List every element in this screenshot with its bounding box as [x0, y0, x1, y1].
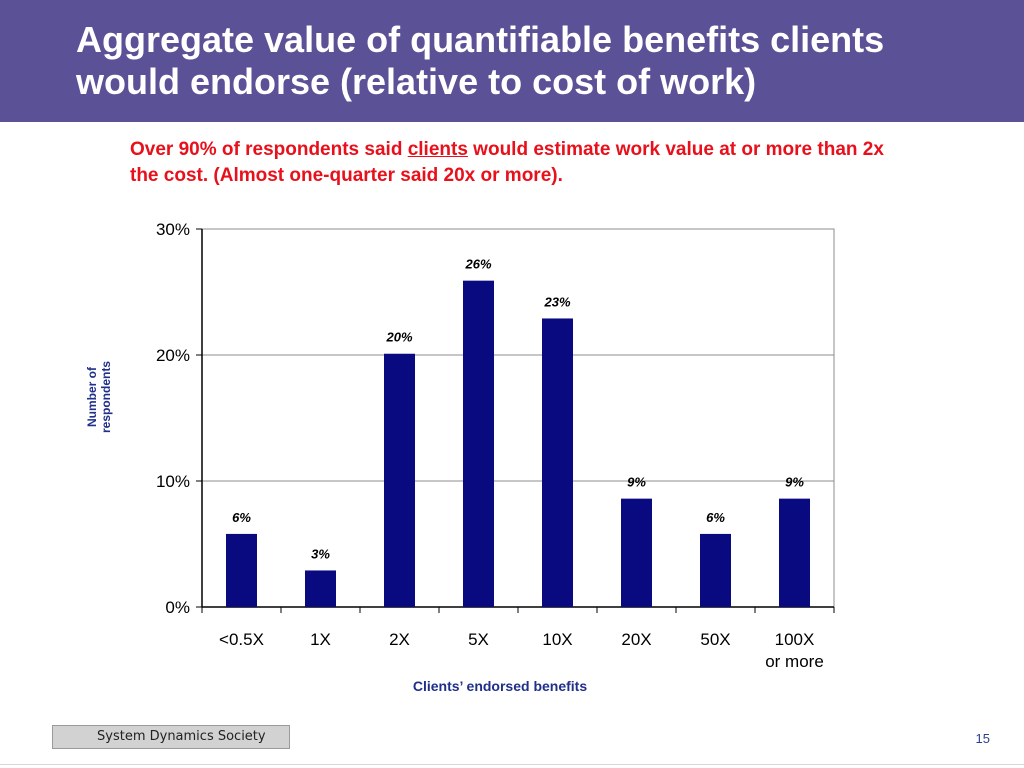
x-tick-label: 5X: [468, 630, 489, 649]
x-tick-label: 1X: [310, 630, 331, 649]
data-label: 23%: [543, 294, 570, 309]
x-tick-label: or more: [765, 652, 824, 671]
data-label: 6%: [706, 510, 725, 525]
bar: [226, 533, 257, 607]
bar: [621, 498, 652, 607]
page-number: 15: [975, 731, 990, 746]
x-tick-label: <0.5X: [219, 630, 264, 649]
x-tick-label: 2X: [389, 630, 410, 649]
y-tick-label: 0%: [165, 598, 190, 617]
data-label: 26%: [464, 257, 491, 272]
x-tick-label: 100X: [775, 630, 815, 649]
bar: [384, 353, 415, 607]
data-label: 6%: [232, 510, 251, 525]
x-tick-label: 50X: [700, 630, 730, 649]
footer-organization: System Dynamics Society: [52, 725, 290, 749]
subtitle-emphasis: clients: [407, 139, 468, 160]
x-tick-label: 20X: [621, 630, 651, 649]
subtitle-text-end: would estimate work value at or more tha…: [130, 139, 884, 186]
x-axis-title: Clients’ endorsed benefits: [413, 678, 587, 694]
y-tick-label: 10%: [156, 472, 190, 491]
y-axis-title: Number of: [85, 366, 99, 427]
bar: [305, 570, 336, 607]
data-label: 9%: [627, 475, 646, 490]
data-label: 9%: [785, 475, 804, 490]
y-axis-title: respondents: [99, 361, 113, 433]
plot-area: [201, 228, 835, 608]
y-tick-label: 20%: [156, 346, 190, 365]
bottom-divider: [0, 764, 1024, 765]
bar: [542, 318, 573, 607]
subtitle-text-start: Over 90% of respondents said: [130, 139, 408, 160]
subtitle: Over 90% of respondents said clients wou…: [130, 137, 910, 189]
bar: [779, 498, 810, 607]
bar: [700, 533, 731, 607]
data-label: 3%: [311, 546, 330, 561]
bar: [463, 280, 494, 607]
x-tick-label: 10X: [542, 630, 572, 649]
y-tick-label: 30%: [156, 220, 190, 239]
slide-title: Aggregate value of quantifiable benefits…: [76, 19, 885, 102]
data-label: 20%: [385, 330, 412, 345]
title-bar: Aggregate value of quantifiable benefits…: [0, 0, 1024, 122]
